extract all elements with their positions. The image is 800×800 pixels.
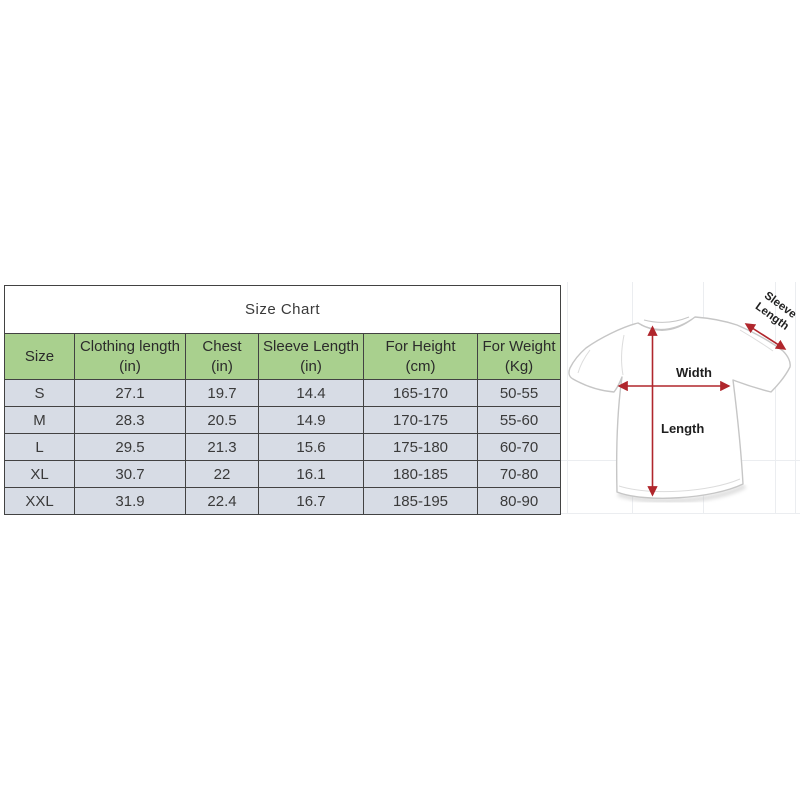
table-row-m: M 28.3 20.5 14.9 170-175 55-60 [4, 406, 561, 434]
cell: S [4, 379, 75, 407]
cell: XL [4, 460, 75, 488]
tshirt-outline [568, 316, 791, 499]
cell: 20.5 [185, 406, 259, 434]
tshirt-diagram: Width Length Sleeve Length [568, 290, 799, 504]
chart-title: Size Chart [4, 285, 561, 334]
cell: 16.1 [258, 460, 364, 488]
cell: M [4, 406, 75, 434]
cell: 185-195 [363, 487, 478, 515]
background-gridline [567, 282, 568, 514]
back-collar-line [643, 316, 690, 323]
table-row-xl: XL 30.7 22 16.1 180-185 70-80 [4, 460, 561, 488]
cell: 29.5 [74, 433, 186, 461]
left-sleeve-fold [577, 349, 591, 374]
cell: 55-60 [477, 406, 561, 434]
collar-line [640, 318, 693, 330]
header-row: Size Clothing length (in) Chest (in) Sle… [4, 333, 561, 380]
cell: 70-80 [477, 460, 561, 488]
cell: 170-175 [363, 406, 478, 434]
cell: 31.9 [74, 487, 186, 515]
cell: 180-185 [363, 460, 478, 488]
cell: 14.9 [258, 406, 364, 434]
hem-inner-line [618, 478, 741, 493]
cell: 165-170 [363, 379, 478, 407]
cell: 15.6 [258, 433, 364, 461]
background-gridline [795, 282, 796, 514]
cell: 60-70 [477, 433, 561, 461]
cell: 22.4 [185, 487, 259, 515]
col-header-clothing-length: Clothing length (in) [74, 333, 186, 380]
table-row-xxl: XXL 31.9 22.4 16.7 185-195 80-90 [4, 487, 561, 515]
length-label: Length [661, 421, 704, 436]
cell: 80-90 [477, 487, 561, 515]
table-row-l: L 29.5 21.3 15.6 175-180 60-70 [4, 433, 561, 461]
table-row-s: S 27.1 19.7 14.4 165-170 50-55 [4, 379, 561, 407]
width-label: Width [676, 365, 712, 380]
cell: 21.3 [185, 433, 259, 461]
background-gridline [775, 282, 776, 514]
cell: 175-180 [363, 433, 478, 461]
col-header-size: Size [4, 333, 75, 380]
cell: 50-55 [477, 379, 561, 407]
cell: 28.3 [74, 406, 186, 434]
cell: 19.7 [185, 379, 259, 407]
cell: XXL [4, 487, 75, 515]
sleeve-length-label: Sleeve Length [753, 290, 799, 333]
cell: 14.4 [258, 379, 364, 407]
background-gridline [560, 513, 800, 514]
col-header-sleeve-length: Sleeve Length (in) [258, 333, 364, 380]
col-header-for-height: For Height (cm) [363, 333, 478, 380]
sleeve-length-arrow [744, 323, 787, 350]
cell: 30.7 [74, 460, 186, 488]
cell: 27.1 [74, 379, 186, 407]
left-sleeve-seam [621, 334, 625, 376]
size-chart-table: Size Chart Size Clothing length (in) Che… [4, 285, 561, 515]
shirt-shadow [617, 483, 747, 504]
col-header-for-weight: For Weight (Kg) [477, 333, 561, 380]
cell: 22 [185, 460, 259, 488]
cell: L [4, 433, 75, 461]
title-row: Size Chart [4, 285, 561, 334]
cell: 16.7 [258, 487, 364, 515]
col-header-chest: Chest (in) [185, 333, 259, 380]
